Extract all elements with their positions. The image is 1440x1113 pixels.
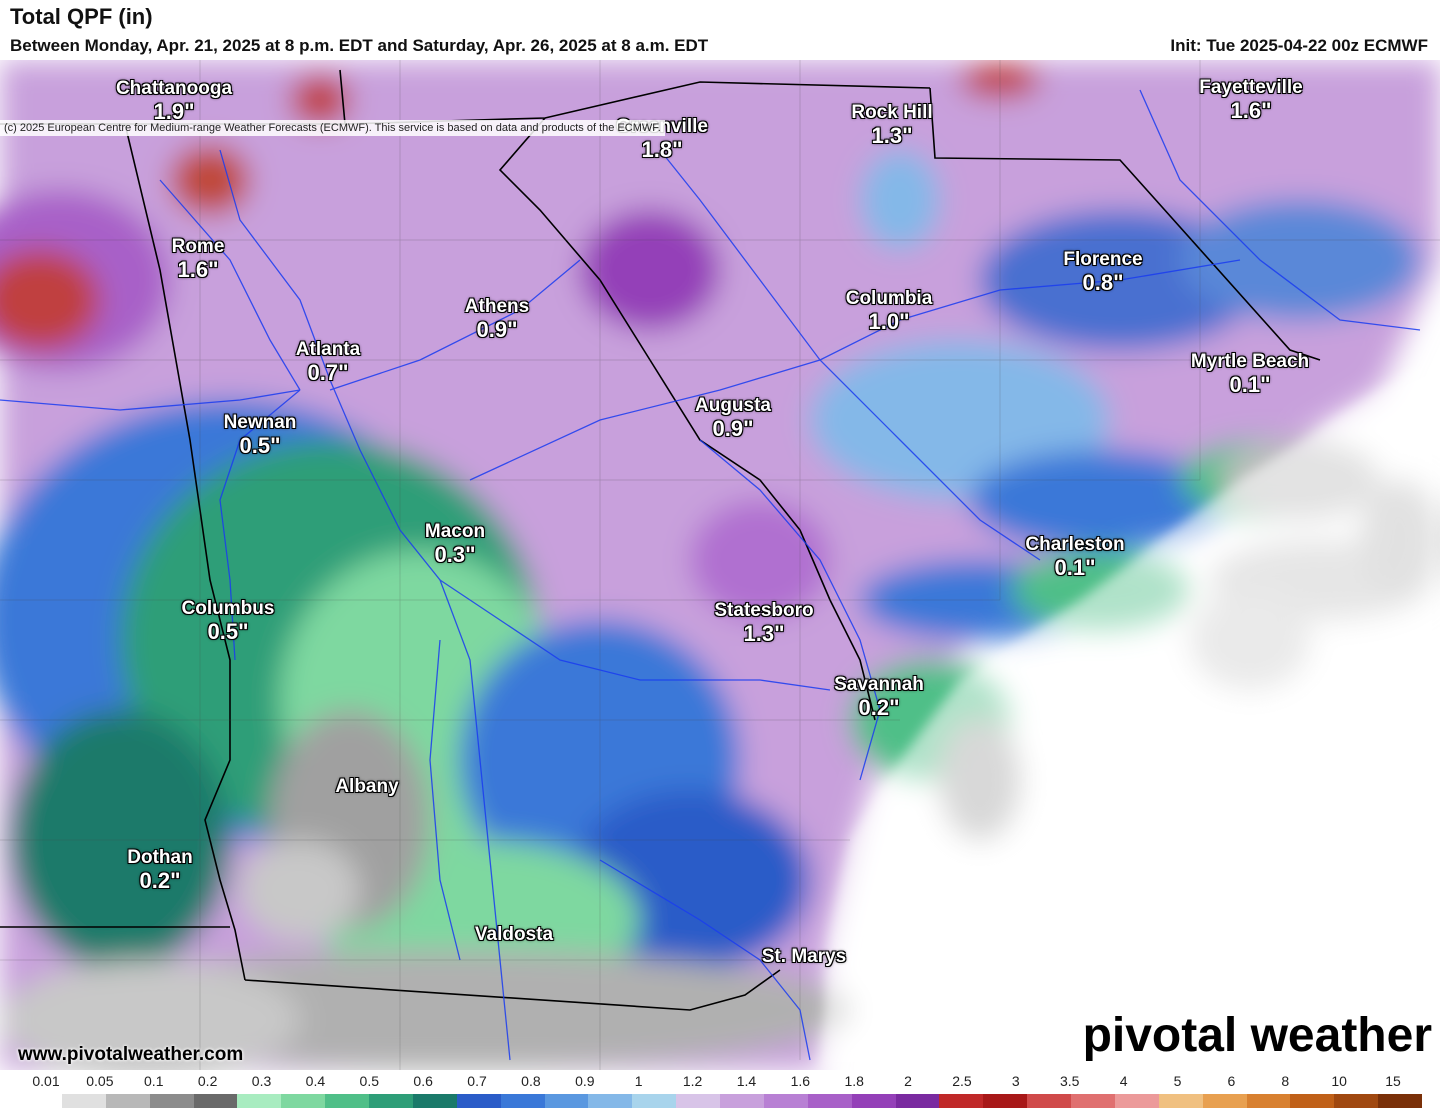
- legend-swatch: [369, 1094, 413, 1108]
- legend-tick-label: 0.5: [359, 1073, 379, 1089]
- legend-swatch: [851, 1094, 896, 1108]
- map-header: Total QPF (in) Between Monday, Apr. 21, …: [0, 0, 1440, 60]
- city-label-macon: Macon 0.3": [424, 521, 486, 567]
- legend-tick-label: 0.2: [197, 1073, 218, 1089]
- city-label-augusta: Augusta 0.9": [695, 395, 771, 441]
- legend-swatch: [807, 1094, 852, 1108]
- legend-swatch: [983, 1094, 1028, 1108]
- legend-swatch: [61, 1094, 106, 1108]
- city-label-statesboro: Statesboro 1.3": [714, 600, 814, 646]
- legend-tick-label: 0.7: [467, 1073, 487, 1089]
- city-label-dothan: Dothan 0.2": [127, 847, 193, 893]
- legend-swatch: [1334, 1094, 1379, 1108]
- legend-swatch: [1290, 1094, 1335, 1108]
- legend-tick-label: 10: [1331, 1073, 1347, 1089]
- city-label-florence: Florence 0.8": [1063, 249, 1143, 295]
- legend-tick-label: 0.3: [251, 1073, 272, 1089]
- city-label-athens: Athens 0.9": [464, 296, 530, 342]
- legend-tick-label: 3: [1011, 1073, 1020, 1089]
- legend-tick-label: 5: [1173, 1073, 1182, 1089]
- legend-tick-label: 0.01: [32, 1073, 60, 1089]
- city-label-myrtle-beach: Myrtle Beach 0.1": [1190, 351, 1310, 397]
- legend-swatch: [281, 1094, 326, 1108]
- city-label-columbus: Columbus 0.5": [181, 598, 275, 644]
- map-title: Total QPF (in): [10, 4, 153, 29]
- legend-tick-label: 4: [1119, 1073, 1128, 1089]
- legend-tick-label: 8: [1281, 1073, 1290, 1089]
- legend-swatch: [412, 1094, 457, 1108]
- legend-swatch: [1246, 1094, 1291, 1108]
- legend-swatch: [500, 1094, 545, 1108]
- legend-swatch: [105, 1094, 150, 1108]
- site-url[interactable]: www.pivotalweather.com: [18, 1044, 244, 1065]
- city-label-fayetteville: Fayetteville 1.6": [1199, 77, 1303, 123]
- legend-tick-label: 0.05: [86, 1073, 114, 1089]
- legend-tick-label: 0.1: [144, 1073, 164, 1089]
- city-label-st-marys: St. Marys: [761, 946, 847, 967]
- city-label-columbia: Columbia 1.0": [845, 288, 933, 334]
- legend-tick-label: 3.5: [1059, 1073, 1080, 1089]
- legend-tick-label: 0.6: [413, 1073, 433, 1089]
- legend-tick-label: 6: [1227, 1073, 1236, 1089]
- legend-swatch: [895, 1094, 940, 1108]
- city-label-rock-hill: Rock Hill 1.3": [851, 102, 933, 148]
- precipitation-map[interactable]: (c) 2025 European Centre for Medium-rang…: [0, 60, 1440, 1070]
- legend-swatch: [237, 1094, 282, 1108]
- legend-tick-label: 0.4: [305, 1073, 326, 1089]
- legend-swatch: [1027, 1094, 1071, 1108]
- legend-tick-label: 1.2: [682, 1073, 703, 1089]
- legend-swatch: [1202, 1094, 1247, 1108]
- city-label-newnan: Newnan 0.5": [223, 412, 297, 458]
- model-init: Init: Tue 2025-04-22 00z ECMWF: [1170, 36, 1428, 55]
- copyright-notice: (c) 2025 European Centre for Medium-rang…: [0, 120, 665, 136]
- legend-swatch: [193, 1094, 238, 1108]
- city-label-chattanooga: Chattanooga 1.9": [115, 78, 233, 124]
- city-label-valdosta: Valdosta: [474, 924, 554, 945]
- legend-color-bar: [18, 1094, 1422, 1108]
- legend-swatch: [149, 1094, 194, 1108]
- city-label-albany: Albany: [335, 776, 399, 797]
- legend-swatch: [1114, 1094, 1159, 1108]
- valid-period: Between Monday, Apr. 21, 2025 at 8 p.m. …: [10, 36, 709, 55]
- rivers: [0, 89, 1421, 1061]
- legend-swatch: [325, 1094, 369, 1108]
- legend-swatch: [676, 1094, 720, 1108]
- legend-swatch: [763, 1094, 808, 1108]
- legend-swatch: [18, 1094, 62, 1108]
- legend-tick-label: 1: [634, 1073, 643, 1089]
- legend-tick-label: 15: [1385, 1073, 1401, 1089]
- legend-tick-label: 2: [904, 1073, 912, 1089]
- legend-swatch: [720, 1094, 764, 1108]
- legend-tick-label: 1.4: [736, 1073, 757, 1089]
- legend-swatch: [544, 1094, 589, 1108]
- city-label-savannah: Savannah 0.2": [834, 674, 924, 720]
- state-borders: [0, 69, 1321, 1011]
- city-label-rome: Rome 1.6": [171, 236, 225, 282]
- map-canvas: [0, 60, 1440, 1070]
- city-label-atlanta: Atlanta 0.7": [295, 339, 361, 385]
- legend-tick-label: 0.9: [575, 1073, 595, 1089]
- legend-tick-label: 2.5: [952, 1073, 972, 1089]
- county-lines: [0, 60, 1440, 1070]
- legend-tick-label: 1.6: [790, 1073, 811, 1089]
- legend-swatch: [632, 1094, 677, 1108]
- legend-tick-label: 0.8: [521, 1073, 541, 1089]
- legend-swatch: [1378, 1094, 1422, 1108]
- legend-swatch: [456, 1094, 501, 1108]
- legend-swatch: [939, 1094, 984, 1108]
- legend-swatch: [1071, 1094, 1115, 1108]
- pivotal-weather-logo: pivotal weather: [1082, 1009, 1432, 1062]
- legend-tick-label: 1.8: [844, 1073, 864, 1089]
- legend-swatch: [588, 1094, 633, 1108]
- city-label-charleston: Charleston 0.1": [1025, 534, 1125, 580]
- legend-swatch: [1158, 1094, 1203, 1108]
